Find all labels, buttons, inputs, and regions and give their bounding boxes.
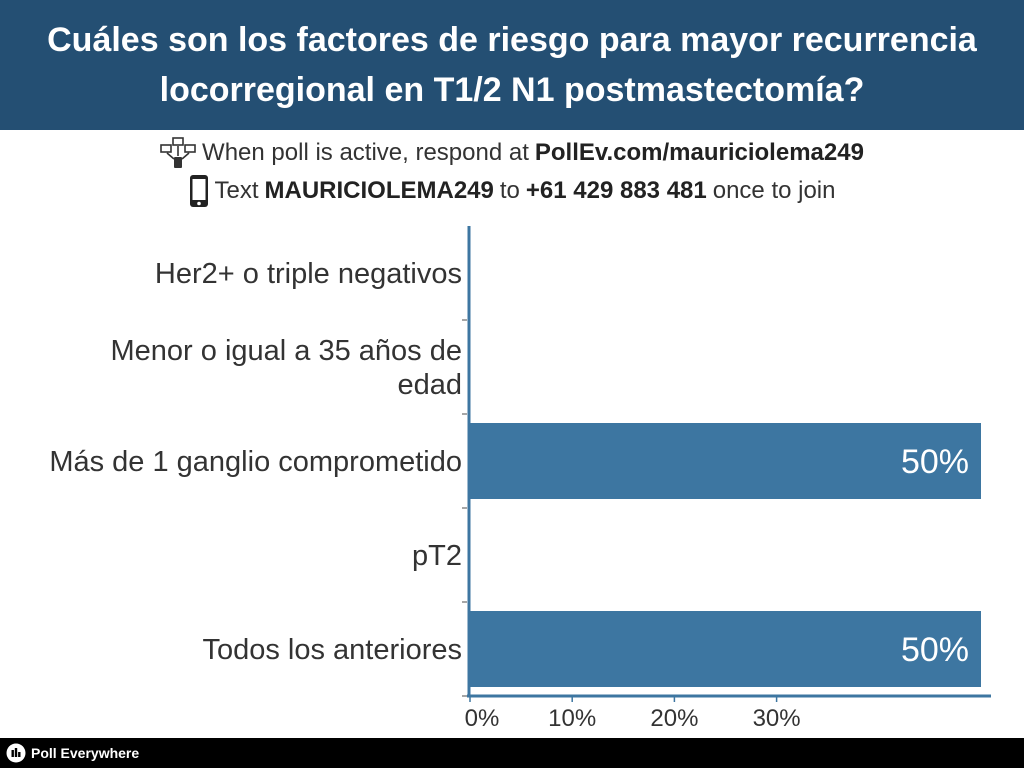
sms-number: +61 429 883 481 xyxy=(525,177,707,204)
network-devices-icon xyxy=(160,137,196,168)
category-label: Todos los anteriores xyxy=(202,634,462,666)
x-tick-label: 0% xyxy=(465,705,500,732)
category-label: Más de 1 ganglio comprometido xyxy=(49,446,462,478)
poll-url: PollEv.com/mauriciolema249 xyxy=(534,139,864,166)
bar xyxy=(470,611,981,687)
response-instructions: When poll is active, respond at PollEv.c… xyxy=(0,134,1024,210)
bar xyxy=(470,423,981,499)
poll-title-line2: locorregional en T1/2 N1 postmastectomía… xyxy=(159,71,865,109)
bar-data-label: 50% xyxy=(901,631,969,669)
header-bar: Cuáles son los factores de riesgo para m… xyxy=(0,0,1024,130)
sms-mid: to xyxy=(499,177,520,204)
footer-bar: Poll Everywhere xyxy=(0,738,1024,768)
footer-brand: Poll Everywhere xyxy=(31,745,140,761)
x-tick-label: 10% xyxy=(548,705,596,732)
sms-suffix: once to join xyxy=(712,177,836,204)
bar-data-label: 50% xyxy=(901,443,969,481)
poll-everywhere-logo-icon xyxy=(6,743,26,763)
x-tick-label: 30% xyxy=(753,705,801,732)
sms-code: MAURICIOLEMA249 xyxy=(264,177,494,204)
category-label: Menor o igual a 35 años de xyxy=(111,335,462,367)
poll-title-line1: Cuáles son los factores de riesgo para m… xyxy=(47,21,977,59)
results-bar-chart: Her2+ o triple negativos Menor o igual a … xyxy=(49,226,991,732)
x-tick-label: 20% xyxy=(650,705,698,732)
category-label: pT2 xyxy=(412,540,462,572)
sms-prefix: Text xyxy=(214,177,259,204)
web-instruction: When poll is active, respond at PollEv.c… xyxy=(0,134,1024,172)
mobile-phone-icon xyxy=(189,175,208,207)
category-label: edad xyxy=(397,369,462,401)
category-label: Her2+ o triple negativos xyxy=(155,258,462,290)
sms-instruction: Text MAURICIOLEMA249 to +61 429 883 481 … xyxy=(0,172,1024,210)
web-instruction-text: When poll is active, respond at xyxy=(202,139,529,166)
poll-title: Cuáles son los factores de riesgo para m… xyxy=(32,15,992,115)
